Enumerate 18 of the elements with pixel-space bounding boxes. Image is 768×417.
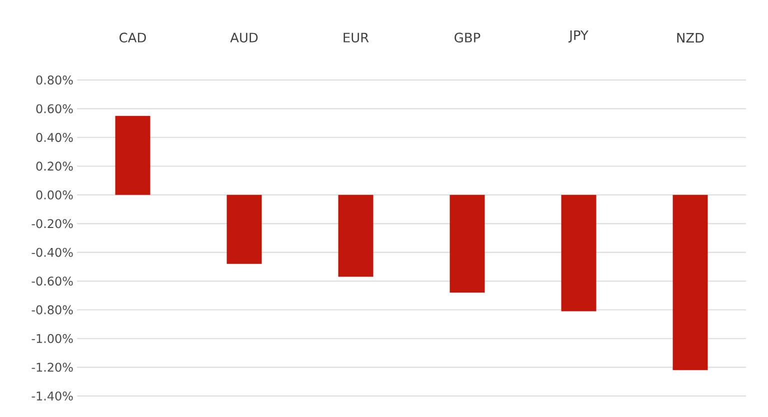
x-tick-label: JPY: [568, 30, 588, 42]
y-tick-label: -1.40%: [32, 391, 73, 401]
y-tick-label: -1.20%: [32, 362, 73, 372]
y-tick-label: 0.00%: [36, 190, 73, 200]
y-tick-label: -1.00%: [32, 334, 73, 344]
y-tick-label: -0.20%: [32, 219, 73, 228]
y-tick-label: 0.40%: [36, 132, 73, 142]
y-tick-label: -0.40%: [32, 248, 73, 257]
x-tick-label: CAD: [120, 32, 146, 42]
x-tick-label: GBP: [454, 32, 480, 42]
x-tick-label: AUD: [230, 32, 258, 42]
x-tick-label: EUR: [344, 32, 369, 42]
y-tick-label: 0.60%: [36, 104, 73, 114]
y-tick-label: -0.60%: [32, 276, 73, 286]
y-tick-label: 0.80%: [36, 75, 73, 85]
x-tick-label: NZD: [677, 33, 704, 42]
y-tick-label: -0.80%: [32, 305, 73, 314]
y-tick-label: 0.20%: [36, 162, 73, 171]
